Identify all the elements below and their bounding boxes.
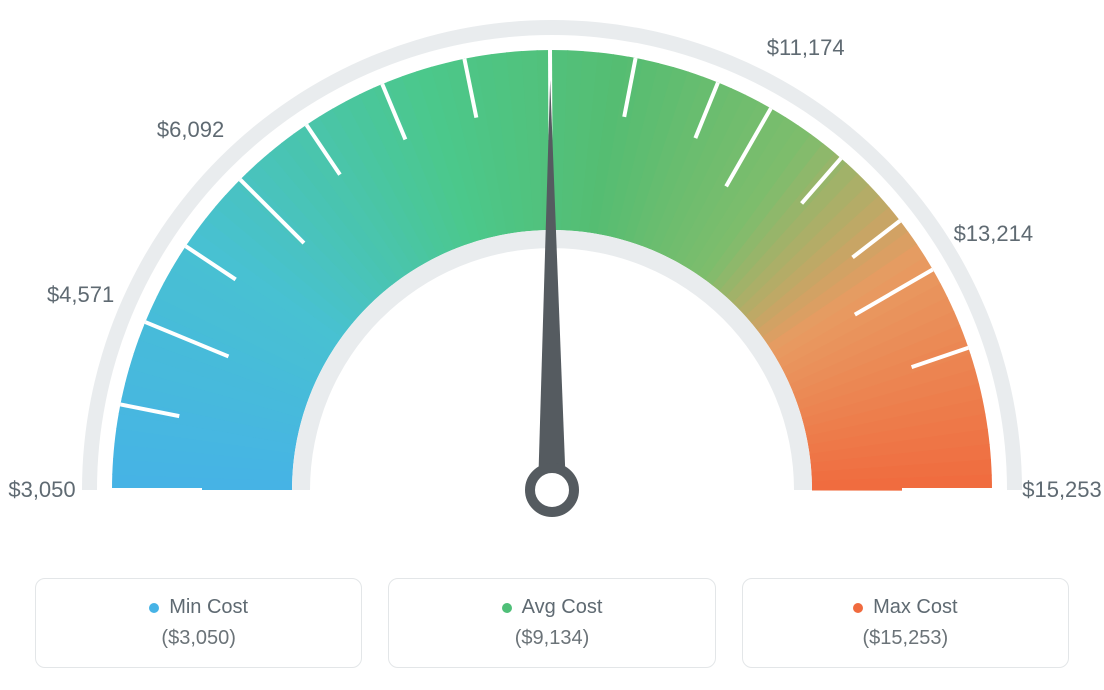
avg-cost-card: Avg Cost ($9,134): [388, 578, 715, 668]
max-cost-title: Max Cost: [853, 596, 957, 619]
gauge-tick-label: $4,571: [47, 282, 114, 308]
avg-cost-title-text: Avg Cost: [522, 596, 603, 619]
gauge-tick-label: $3,050: [8, 477, 75, 503]
gauge-tick-label: $13,214: [954, 221, 1034, 247]
min-dot-icon: [149, 603, 159, 613]
max-cost-card: Max Cost ($15,253): [742, 578, 1069, 668]
min-cost-value: ($3,050): [161, 627, 236, 650]
min-cost-title-text: Min Cost: [169, 596, 248, 619]
gauge-chart: $3,050$4,571$6,092$9,134$11,174$13,214$1…: [0, 0, 1104, 560]
max-cost-title-text: Max Cost: [873, 596, 957, 619]
min-cost-card: Min Cost ($3,050): [35, 578, 362, 668]
max-dot-icon: [853, 603, 863, 613]
max-cost-value: ($15,253): [863, 627, 949, 650]
gauge-tick-label: $11,174: [767, 35, 845, 61]
avg-cost-value: ($9,134): [515, 627, 590, 650]
avg-cost-title: Avg Cost: [502, 596, 603, 619]
gauge-tick-label: $6,092: [157, 117, 224, 143]
legend-row: Min Cost ($3,050) Avg Cost ($9,134) Max …: [35, 578, 1069, 668]
avg-dot-icon: [502, 603, 512, 613]
gauge-tick-label: $15,253: [1022, 477, 1102, 503]
gauge-hub: [530, 468, 574, 512]
gauge-svg: [0, 0, 1104, 560]
min-cost-title: Min Cost: [149, 596, 248, 619]
